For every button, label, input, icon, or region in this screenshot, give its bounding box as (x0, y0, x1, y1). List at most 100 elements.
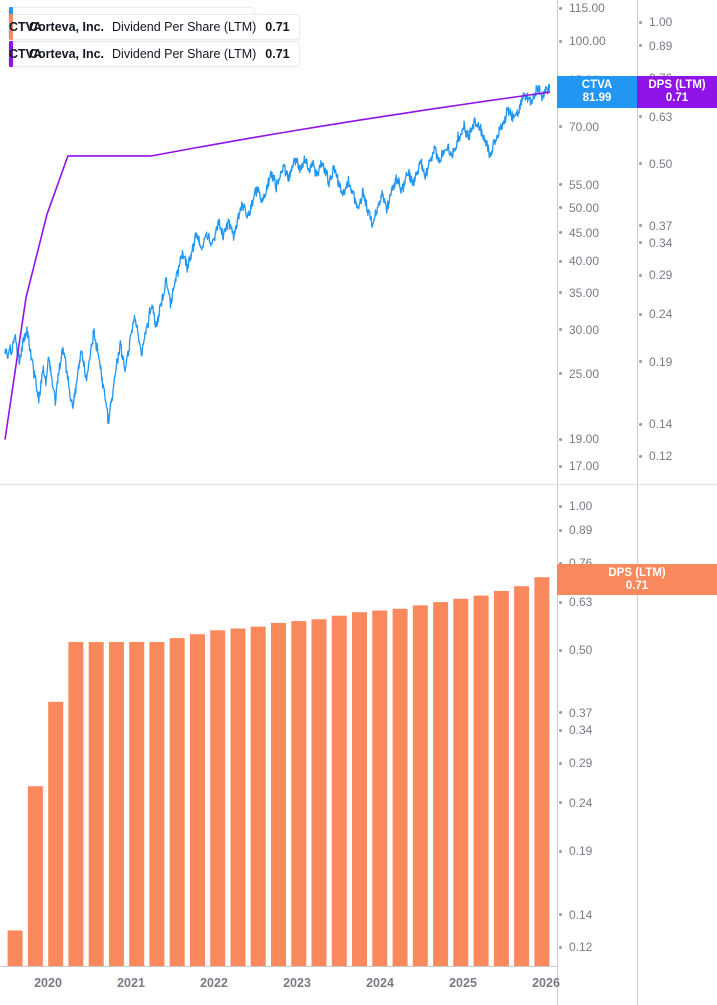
axis-tick: 45.00 (557, 226, 599, 240)
dps-value-badge-bottom[interactable]: DPS (LTM) 0.71 (557, 564, 717, 595)
axis-tick-label: 0.12 (649, 449, 673, 463)
axis-tick: 70.00 (557, 120, 599, 134)
dividend-bar[interactable] (68, 642, 84, 966)
dividend-bar[interactable] (48, 701, 64, 966)
axis-tick-label: 55.00 (569, 177, 600, 192)
axis-tick-dot (639, 312, 642, 316)
dividend-bar[interactable] (433, 602, 449, 966)
axis-tick-dot (559, 528, 562, 532)
axis-tick: 100.00 (557, 34, 606, 48)
dividend-bar[interactable] (493, 590, 509, 966)
axis-tick-dot (559, 6, 562, 10)
axis-tick-label: 35.00 (569, 285, 600, 300)
axis-tick-dot (559, 711, 562, 715)
axis-tick-dot (639, 241, 642, 245)
axis-tick-dot (639, 20, 642, 24)
axis-tick-label: 1.00 (649, 15, 673, 29)
axis-tick: 1.00 (557, 499, 592, 513)
dividend-bar[interactable] (169, 638, 185, 966)
axis-tick-dot (559, 328, 562, 332)
dividend-bar[interactable] (392, 608, 408, 966)
axis-tick-label: 100.00 (569, 34, 606, 49)
axis-tick-label: 40.00 (569, 254, 600, 268)
legend-dps-bottom-metric: Dividend Per Share (LTM) (112, 20, 257, 34)
axis-tick: 50.00 (557, 201, 599, 215)
axis-tick: 0.63 (557, 595, 592, 609)
legend-dps-bottom[interactable]: CTVA Corteva, Inc. Dividend Per Share (L… (8, 14, 300, 40)
price-plot-area[interactable] (0, 0, 557, 484)
axis-tick-label: 0.63 (649, 109, 673, 124)
dps-badge-top-value: 0.71 (665, 92, 689, 104)
legend-dps-top-value: 0.71 (265, 47, 290, 61)
dividend-bar[interactable] (514, 586, 530, 966)
dividend-bar[interactable] (210, 630, 226, 966)
axis-tick: 0.19 (557, 844, 592, 858)
axis-tick: 0.14 (557, 908, 592, 922)
price-pane (0, 0, 717, 484)
dividend-bar[interactable] (271, 622, 286, 966)
axis-tick: 0.89 (557, 523, 592, 537)
dividend-bar[interactable] (534, 577, 550, 966)
time-axis-label: 2024 (366, 976, 394, 990)
axis-tick-dot (559, 504, 562, 508)
time-axis-label: 2020 (34, 976, 62, 990)
axis-tick-label: 0.19 (569, 844, 593, 859)
axis-tick-dot (639, 162, 642, 166)
dps-axis-top[interactable]: 1.000.890.760.630.500.370.340.290.240.19… (637, 0, 717, 1005)
dividend-bar[interactable] (108, 642, 124, 966)
time-axis-label: 2023 (283, 976, 311, 990)
axis-tick-label: 17.00 (569, 459, 600, 473)
dividend-bar[interactable] (291, 621, 307, 966)
axis-tick-dot (559, 913, 562, 917)
axis-tick-label: 0.14 (649, 417, 673, 432)
dividend-bar[interactable] (230, 628, 246, 967)
dps-badge-top-label: DPS (LTM) (648, 79, 706, 91)
axis-tick-dot (559, 600, 562, 604)
axis-tick-dot (559, 728, 562, 732)
legend-dps-top[interactable]: CTVA Corteva, Inc. Dividend Per Share (L… (8, 41, 300, 67)
axis-tick: 0.29 (557, 756, 592, 770)
price-badge-value: 81.99 (582, 92, 612, 104)
axis-tick-label: 0.34 (569, 723, 593, 738)
dividend-bar[interactable] (453, 598, 469, 966)
dividend-bar[interactable] (88, 642, 104, 966)
dividend-bar[interactable] (129, 642, 145, 966)
dividend-bar[interactable] (352, 612, 367, 966)
dividend-plot-area[interactable] (0, 485, 557, 1005)
dividend-bar[interactable] (149, 642, 165, 966)
dividend-bar[interactable] (7, 930, 23, 966)
axis-tick: 0.50 (557, 643, 592, 657)
axis-tick: 0.12 (557, 940, 592, 954)
axis-tick-label: 0.37 (569, 705, 593, 720)
dividend-bar[interactable] (190, 634, 205, 966)
axis-tick: 0.34 (557, 723, 592, 737)
axis-tick: 0.37 (637, 219, 672, 233)
dividend-bar[interactable] (412, 605, 428, 966)
axis-tick-dot (639, 273, 642, 277)
axis-tick: 25.00 (557, 367, 599, 381)
axis-tick: 0.89 (637, 39, 672, 53)
dividend-bar[interactable] (331, 615, 347, 966)
dps-value-badge-top[interactable]: DPS (LTM) 0.71 (637, 76, 717, 108)
dividend-bar[interactable] (311, 619, 327, 966)
time-axis[interactable]: 2020 2021 2022 2023 2024 2025 2026 (0, 966, 717, 1005)
axis-tick-label: 0.89 (569, 523, 593, 538)
dividend-bar[interactable] (372, 610, 388, 967)
legend-dps-top-color-swatch (9, 41, 13, 67)
dividend-bar[interactable] (27, 786, 43, 966)
price-series-line (4, 84, 551, 425)
time-axis-label: 2026 (532, 976, 560, 990)
axis-tick: 0.29 (637, 268, 672, 282)
axis-tick-label: 0.24 (649, 307, 673, 322)
axis-tick: 0.63 (637, 110, 672, 124)
axis-tick-label: 0.29 (649, 268, 673, 283)
axis-tick: 0.12 (637, 449, 672, 463)
axis-tick-dot (559, 291, 562, 295)
dividend-bar[interactable] (250, 626, 266, 966)
axis-tick-label: 0.63 (569, 595, 593, 610)
legend-dps-top-metric: Dividend Per Share (LTM) (112, 47, 257, 61)
price-value-badge[interactable]: CTVA 81.99 (557, 76, 637, 108)
dividend-bar[interactable] (473, 595, 489, 966)
dps-axis-bottom[interactable]: 1.000.890.760.630.500.370.340.290.240.19… (557, 0, 717, 1005)
axis-tick-label: 0.29 (569, 756, 593, 771)
